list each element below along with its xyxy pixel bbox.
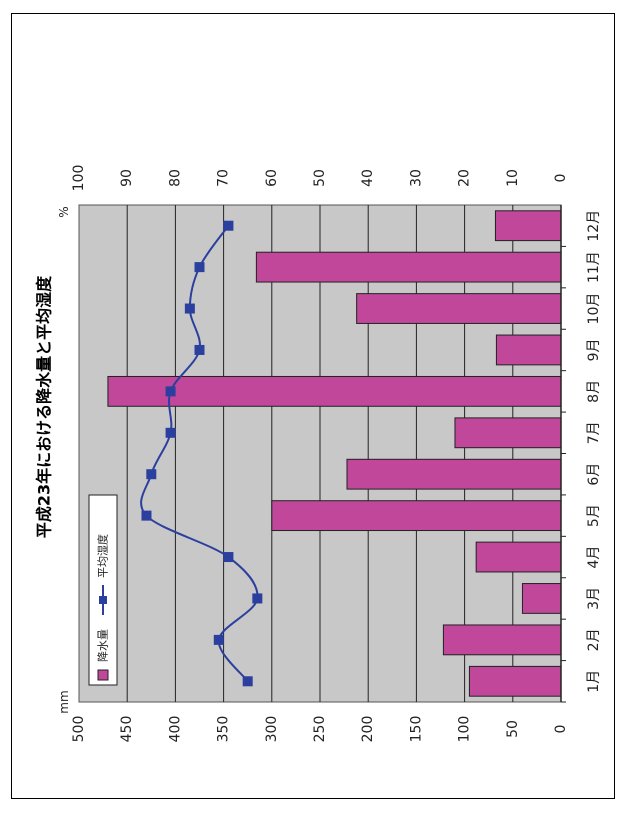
y-tick-label: 500 bbox=[71, 716, 87, 743]
y-tick-label: 300 bbox=[264, 716, 280, 743]
x-tick-label: 3月 bbox=[586, 587, 602, 610]
legend-swatch-rain bbox=[97, 669, 109, 681]
humidity-marker-12月 bbox=[223, 220, 234, 231]
y-tick-label: 100 bbox=[457, 716, 473, 743]
humidity-marker-8月 bbox=[165, 386, 176, 397]
bar-9月 bbox=[495, 334, 562, 366]
chart-frame bbox=[11, 13, 615, 799]
legend-label-humidity: 平均湿度 bbox=[96, 534, 110, 578]
bar-7月 bbox=[454, 417, 562, 449]
y-tick-label: 450 bbox=[119, 716, 135, 743]
x-tick-label: 11月 bbox=[586, 251, 602, 283]
humidity-marker-4月 bbox=[223, 552, 234, 563]
bar-5月 bbox=[271, 500, 562, 532]
y-tick-label: 200 bbox=[360, 716, 376, 743]
y2-axis-label: % bbox=[57, 206, 71, 217]
x-tick-label: 10月 bbox=[586, 293, 602, 325]
bar-10月 bbox=[356, 293, 562, 324]
y2-tick-label: 30 bbox=[408, 169, 424, 187]
bar-12月 bbox=[494, 210, 562, 242]
y2-tick-label: 0 bbox=[553, 174, 569, 183]
humidity-marker-5月 bbox=[141, 510, 152, 521]
humidity-marker-1月 bbox=[242, 676, 253, 687]
humidity-marker-9月 bbox=[194, 344, 205, 355]
x-tick-label: 4月 bbox=[586, 546, 602, 569]
x-tick-label: 7月 bbox=[586, 421, 602, 444]
x-tick-label: 8月 bbox=[586, 380, 602, 403]
y2-tick-label: 80 bbox=[167, 169, 183, 187]
y-tick-label: 50 bbox=[505, 720, 521, 738]
bar-1月 bbox=[468, 665, 562, 697]
legend-label-rain: 降水量 bbox=[96, 629, 110, 662]
humidity-marker-2月 bbox=[213, 634, 224, 645]
y-tick-label: 400 bbox=[167, 716, 183, 743]
bar-11月 bbox=[255, 251, 562, 283]
y2-tick-label: 90 bbox=[119, 169, 135, 187]
y2-tick-label: 70 bbox=[216, 169, 232, 187]
humidity-marker-3月 bbox=[252, 593, 263, 604]
y-tick-label: 350 bbox=[216, 716, 232, 743]
bar-2月 bbox=[442, 624, 562, 656]
x-tick-label: 1月 bbox=[586, 670, 602, 693]
legend-marker-humidity bbox=[99, 596, 107, 604]
y2-tick-label: 10 bbox=[505, 169, 521, 187]
x-tick-label: 12月 bbox=[586, 210, 602, 242]
y-axis-label: mm bbox=[57, 690, 71, 713]
x-tick-label: 6月 bbox=[586, 463, 602, 486]
bar-6月 bbox=[346, 458, 562, 490]
y2-tick-label: 20 bbox=[457, 169, 473, 187]
chart-title: 平成23年における降水量と平均湿度 bbox=[35, 275, 54, 538]
humidity-marker-11月 bbox=[194, 262, 205, 273]
humidity-marker-10月 bbox=[184, 303, 195, 314]
y2-tick-label: 40 bbox=[360, 169, 376, 187]
bar-4月 bbox=[475, 541, 562, 573]
bar-3月 bbox=[521, 583, 562, 614]
y2-tick-label: 100 bbox=[71, 165, 87, 192]
humidity-marker-7月 bbox=[165, 427, 176, 438]
y-tick-label: 150 bbox=[408, 716, 424, 743]
humidity-marker-6月 bbox=[146, 469, 157, 480]
y-tick-label: 0 bbox=[553, 725, 569, 734]
y-tick-label: 250 bbox=[312, 716, 328, 743]
x-tick-label: 9月 bbox=[586, 338, 602, 361]
y2-tick-label: 60 bbox=[264, 169, 280, 187]
y2-tick-label: 50 bbox=[312, 169, 328, 187]
x-tick-label: 5月 bbox=[586, 504, 602, 527]
x-tick-label: 2月 bbox=[586, 628, 602, 651]
